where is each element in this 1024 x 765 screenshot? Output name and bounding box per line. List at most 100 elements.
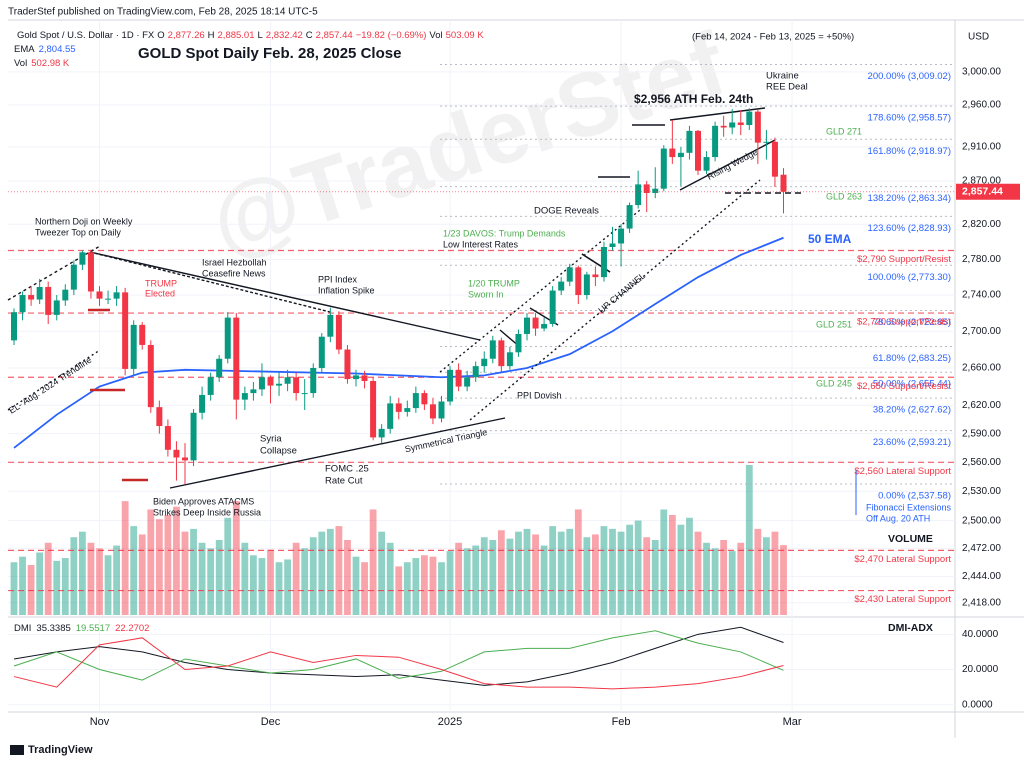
level-label: 178.60% (2,958.57) xyxy=(868,113,951,124)
candle-body xyxy=(395,403,402,412)
candle-body xyxy=(720,125,727,128)
volume-bar xyxy=(403,562,411,615)
candle-body xyxy=(558,281,565,291)
y-tick-label: 2,620.00 xyxy=(962,400,1001,411)
period-note: (Feb 14, 2024 - Feb 13, 2025 = +50%) xyxy=(692,32,854,43)
level-label: $2,720 Support/Resist xyxy=(857,317,951,328)
volume-bar xyxy=(190,528,197,615)
dmi-line xyxy=(13,637,784,690)
candle-body xyxy=(609,243,616,248)
annotation: Low Interest Rates xyxy=(443,239,519,249)
volume-bar xyxy=(292,542,300,615)
candle-body xyxy=(515,333,522,353)
y-tick-label: 2,500.00 xyxy=(962,515,1001,526)
candle-body xyxy=(370,380,377,438)
symbol-legend: Gold Spot / U.S. Dollar · 1D · FX O 2,877.… xyxy=(17,30,484,41)
volume-bar xyxy=(155,519,163,615)
dmi-line xyxy=(13,626,784,686)
currency: USD xyxy=(968,32,989,43)
volume-ma-legend: Vol 502.98 K xyxy=(14,58,70,69)
y-tick-label: 2,870.00 xyxy=(962,176,1001,187)
candle-body xyxy=(412,393,419,409)
dmi-line xyxy=(13,630,784,681)
volume-bar xyxy=(463,548,471,615)
level-label: 50.00% (2,655.44) xyxy=(873,379,951,390)
volume-bar xyxy=(284,559,291,615)
annotation: Elected xyxy=(145,288,175,298)
level-label: 100.00% (2,773.30) xyxy=(868,272,951,283)
candle-body xyxy=(353,375,359,380)
volume-bar xyxy=(677,524,685,615)
volume-bar xyxy=(215,540,223,615)
level-label: $2,650 Support/Resist xyxy=(857,381,951,392)
volume-bar xyxy=(70,537,78,615)
volume-bar xyxy=(79,531,86,615)
candle-body xyxy=(284,377,291,384)
level-label: 0.00% (2,537.58) xyxy=(878,490,951,501)
candle-body xyxy=(421,393,428,405)
candle-body xyxy=(199,394,206,413)
annotation: 1/20 TRUMP xyxy=(468,278,520,288)
ohlc-key: O xyxy=(157,30,164,41)
volume-bar xyxy=(711,548,719,615)
y-tick-label: 2,740.00 xyxy=(962,290,1001,301)
level-label: 138.20% (2,863.34) xyxy=(868,193,951,204)
candle-body xyxy=(464,377,471,387)
candle-body xyxy=(139,324,146,345)
x-tick-label: Feb xyxy=(612,716,631,728)
volume-bar xyxy=(224,517,232,615)
y-tick-label: 2,590.00 xyxy=(962,428,1001,439)
candle-body xyxy=(780,174,787,192)
trendline xyxy=(89,251,481,341)
candle-body xyxy=(79,252,86,265)
volume-bar xyxy=(207,548,215,615)
volume-bar xyxy=(326,528,334,615)
volume-bar xyxy=(472,545,480,615)
level-label: $2,430 Lateral Support xyxy=(854,594,951,605)
last-price-label: 2,857.44 xyxy=(962,186,1003,198)
volume-bar xyxy=(574,509,582,615)
y-tick-label: 2,560.00 xyxy=(962,457,1001,468)
candle-body xyxy=(498,340,505,367)
candle-body xyxy=(677,152,684,158)
candle-body xyxy=(45,286,52,315)
volume-bar xyxy=(506,538,514,615)
candle-body xyxy=(583,274,590,296)
volume-bar xyxy=(369,509,377,615)
x-tick-label: Nov xyxy=(90,716,110,728)
y-tick-label: 0.0000 xyxy=(962,699,993,710)
candle-body xyxy=(105,298,112,300)
candle-body xyxy=(276,383,283,386)
candle-body xyxy=(695,130,701,171)
change: −19.82 (−0.69%) xyxy=(356,30,427,41)
level-label: 38.20% (2,627.62) xyxy=(873,405,951,416)
candle-body xyxy=(660,148,667,189)
candle-body xyxy=(113,292,120,299)
volume-bar xyxy=(694,531,702,615)
volume-bar xyxy=(164,515,172,615)
x-tick-label: 2025 xyxy=(438,716,462,728)
candle-body xyxy=(532,317,539,329)
volume-bar xyxy=(626,524,633,615)
annotation: GLD 263 xyxy=(826,191,862,201)
volume-bar xyxy=(250,555,257,615)
annotation: Tweezer Top on Daily xyxy=(35,227,121,237)
volume-bar xyxy=(549,526,557,615)
annotation: Sworn In xyxy=(468,289,504,299)
annotation: FOMC .25 xyxy=(325,464,369,475)
volume-bar xyxy=(643,537,651,615)
volume-bar xyxy=(660,509,668,615)
y-tick-label: 2,700.00 xyxy=(962,326,1001,337)
ema-label: 50 EMA xyxy=(808,232,852,246)
volume-bar xyxy=(532,534,539,615)
volume-bar xyxy=(130,526,138,615)
dmi-value: 22.2702 xyxy=(115,623,149,634)
dmi-title: DMI-ADX xyxy=(888,622,933,634)
candle-body xyxy=(429,404,436,419)
volume-bar xyxy=(668,515,676,615)
candle-body xyxy=(310,367,317,394)
candle-body xyxy=(404,408,411,412)
y-tick-label: 2,472.00 xyxy=(962,543,1001,554)
annotation: Northern Doji on Weekly xyxy=(35,216,133,226)
